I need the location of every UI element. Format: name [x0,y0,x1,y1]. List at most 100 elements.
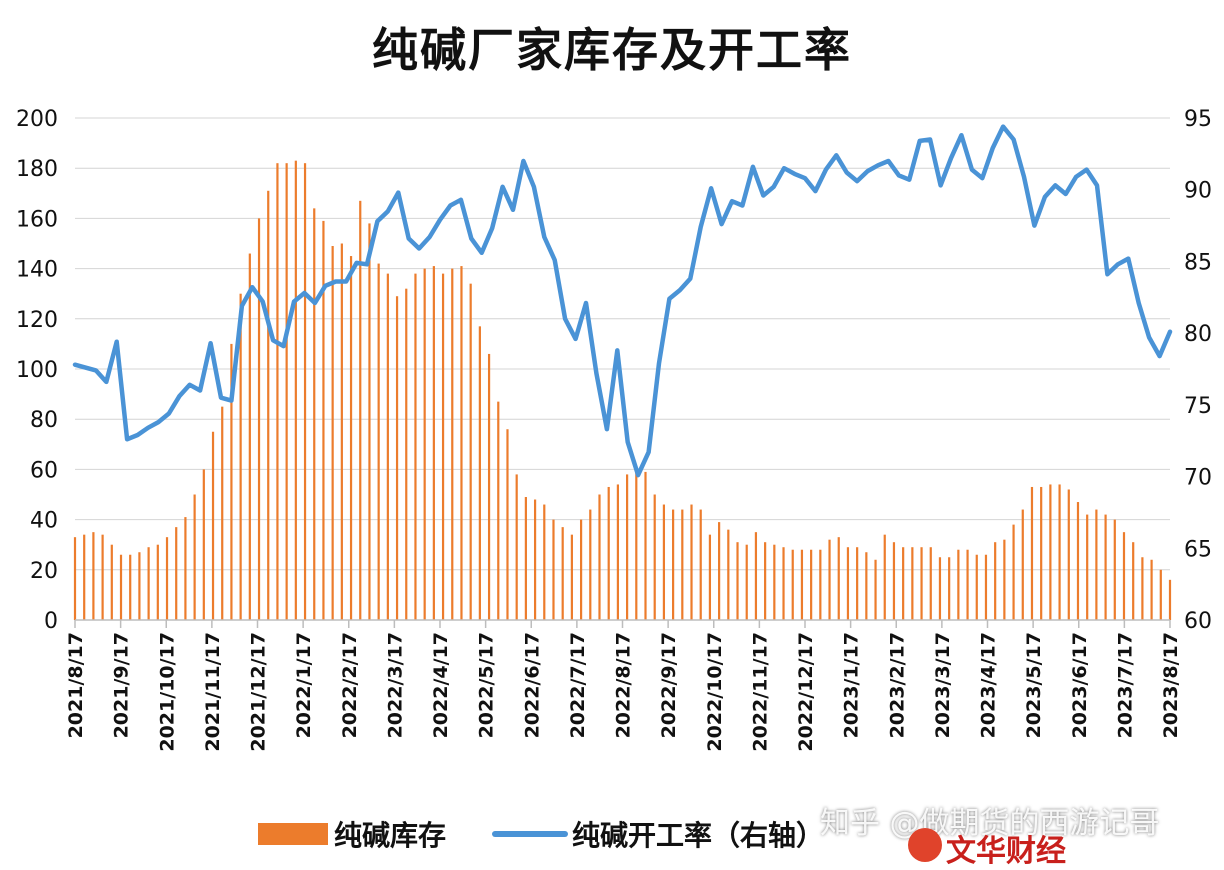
inventory-bar [819,549,822,620]
x-tick-label: 2022/5/17 [476,632,498,738]
inventory-bar [533,499,537,620]
legend-item-operating-rate: 纯碱开工率（右轴） [492,812,824,856]
inventory-bar [110,544,113,620]
inventory-bar [211,431,215,620]
x-tick-label: 2023/2/17 [886,632,908,738]
left-tick-label: 140 [16,258,58,283]
x-tick-label: 2022/4/17 [430,632,452,738]
inventory-bar [718,522,721,620]
inventory-bar [276,163,279,620]
x-tick-label: 2021/11/17 [202,632,224,752]
inventory-bar [478,326,481,620]
inventory-bar [1049,484,1052,620]
inventory-bar [386,273,389,620]
x-tick-label: 2022/3/17 [384,632,406,738]
inventory-bar [175,527,178,620]
inventory-bar [727,529,730,620]
inventory-bar [929,547,932,620]
inventory-bar [460,266,463,620]
inventory-bar [1104,514,1107,620]
inventory-bar [681,509,684,620]
operating-rate-series-line [72,124,1173,478]
inventory-bar [506,429,509,620]
inventory-bar [239,293,242,620]
inventory-bar [902,547,905,620]
inventory-bar [773,544,776,620]
chart-title: 纯碱厂家库存及开工率 [372,23,852,77]
right-tick-label: 85 [1184,250,1212,275]
inventory-bar [966,549,969,620]
inventory-bar [395,296,399,620]
inventory-bar [156,544,159,620]
inventory-bar [846,547,850,620]
inventory-bar [984,554,988,620]
x-tick-label: 2023/5/17 [1023,632,1045,738]
legend-label-operating-rate: 纯碱开工率（右轴） [572,819,825,852]
inventory-bar [322,220,325,620]
inventory-bar [340,243,343,620]
inventory-bar [377,263,380,620]
inventory-bar [543,504,546,620]
inventory-bar [230,343,233,620]
inventory-bar [810,549,813,620]
inventory-bar [487,353,491,620]
x-tick-label: 2021/8/17 [65,632,87,738]
inventory-bar [1012,524,1015,620]
inventory-bar [1159,569,1162,620]
right-tick-label: 80 [1184,322,1212,347]
inventory-bar [598,494,601,620]
operating-rate-line [72,124,1173,478]
left-tick-label: 40 [30,509,58,534]
inventory-bar [524,497,527,620]
inventory-bar [1076,502,1080,620]
inventory-bar [257,218,261,620]
inventory-bar [635,469,638,620]
left-tick-label: 100 [16,358,58,383]
inventory-bar [800,549,804,620]
x-tick-label: 2022/9/17 [658,632,680,738]
inventory-bar [294,160,297,621]
right-tick-label: 60 [1184,609,1212,634]
left-tick-label: 20 [30,559,58,584]
inventory-bar [745,544,748,620]
inventory-bar [672,509,675,620]
axes: 0 20 40 60 80 100 120 140 160 180 200 60 65 70 75 80 85 9… [16,107,1212,752]
x-tick-label: 2021/10/17 [156,632,178,752]
inventory-bar [138,552,141,620]
x-tick-label: 2023/1/17 [841,632,863,738]
inventory-bar [948,557,951,620]
inventory-bar [515,474,518,620]
left-tick-label: 120 [16,308,58,333]
inventory-bar [184,517,187,620]
inventory-bar [129,554,132,620]
inventory-bar [165,537,169,620]
inventory-bar [202,469,205,620]
left-tick-label: 160 [16,207,58,232]
legend-item-inventory: 纯碱库存 [258,812,446,856]
right-tick-label: 65 [1184,537,1212,562]
left-tick-label: 60 [30,458,58,483]
inventory-bar [764,542,767,620]
inventory-bar [589,509,592,620]
left-tick-label: 200 [16,107,58,132]
inventory-bar [626,474,629,620]
inventory-bar [119,554,123,620]
x-tick-label: 2022/1/17 [293,632,315,738]
x-tick-label: 2022/6/17 [521,632,543,738]
inventory-bar [1086,514,1089,620]
inventory-bar [1003,539,1006,620]
inventory-bar [874,559,877,620]
inventory-bar [451,268,454,620]
inventory-bar [644,471,647,620]
inventory-bar [1030,486,1034,620]
inventory-bar [754,532,758,620]
inventory-bar [285,163,288,620]
inventory-bar [616,484,619,620]
right-tick-label: 75 [1184,394,1212,419]
x-tick-label: 2021/12/17 [248,632,270,752]
inventory-bar [736,542,739,620]
inventory-bar [303,163,307,620]
inventory-bar [662,504,666,620]
left-tick-label: 80 [30,408,58,433]
